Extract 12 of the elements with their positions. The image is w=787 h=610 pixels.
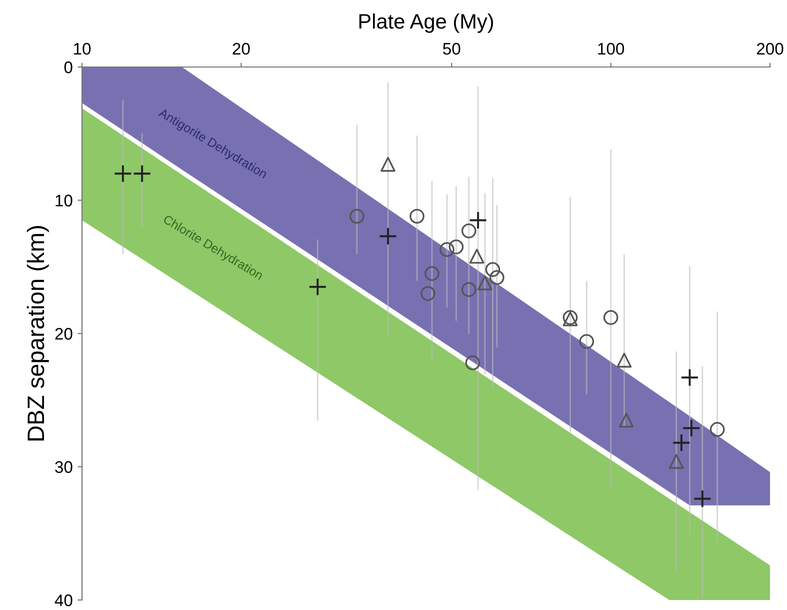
x-tick-label: 50 <box>443 42 460 55</box>
y-tick-label: 0 <box>64 61 72 74</box>
y-axis-title: DBZ separation (km) <box>26 226 49 440</box>
x-tick-label: 20 <box>232 42 250 55</box>
x-axis-title: Plate Age (My) <box>359 13 494 33</box>
x-tick-label: 10 <box>74 42 91 55</box>
y-tick-label: 20 <box>55 328 72 340</box>
x-tick-label: 200 <box>756 42 784 55</box>
y-tick-label: 10 <box>56 194 72 206</box>
x-tick-label: 100 <box>598 42 624 55</box>
y-tick-label: 40 <box>54 594 72 606</box>
y-tick-label: 30 <box>55 461 72 473</box>
